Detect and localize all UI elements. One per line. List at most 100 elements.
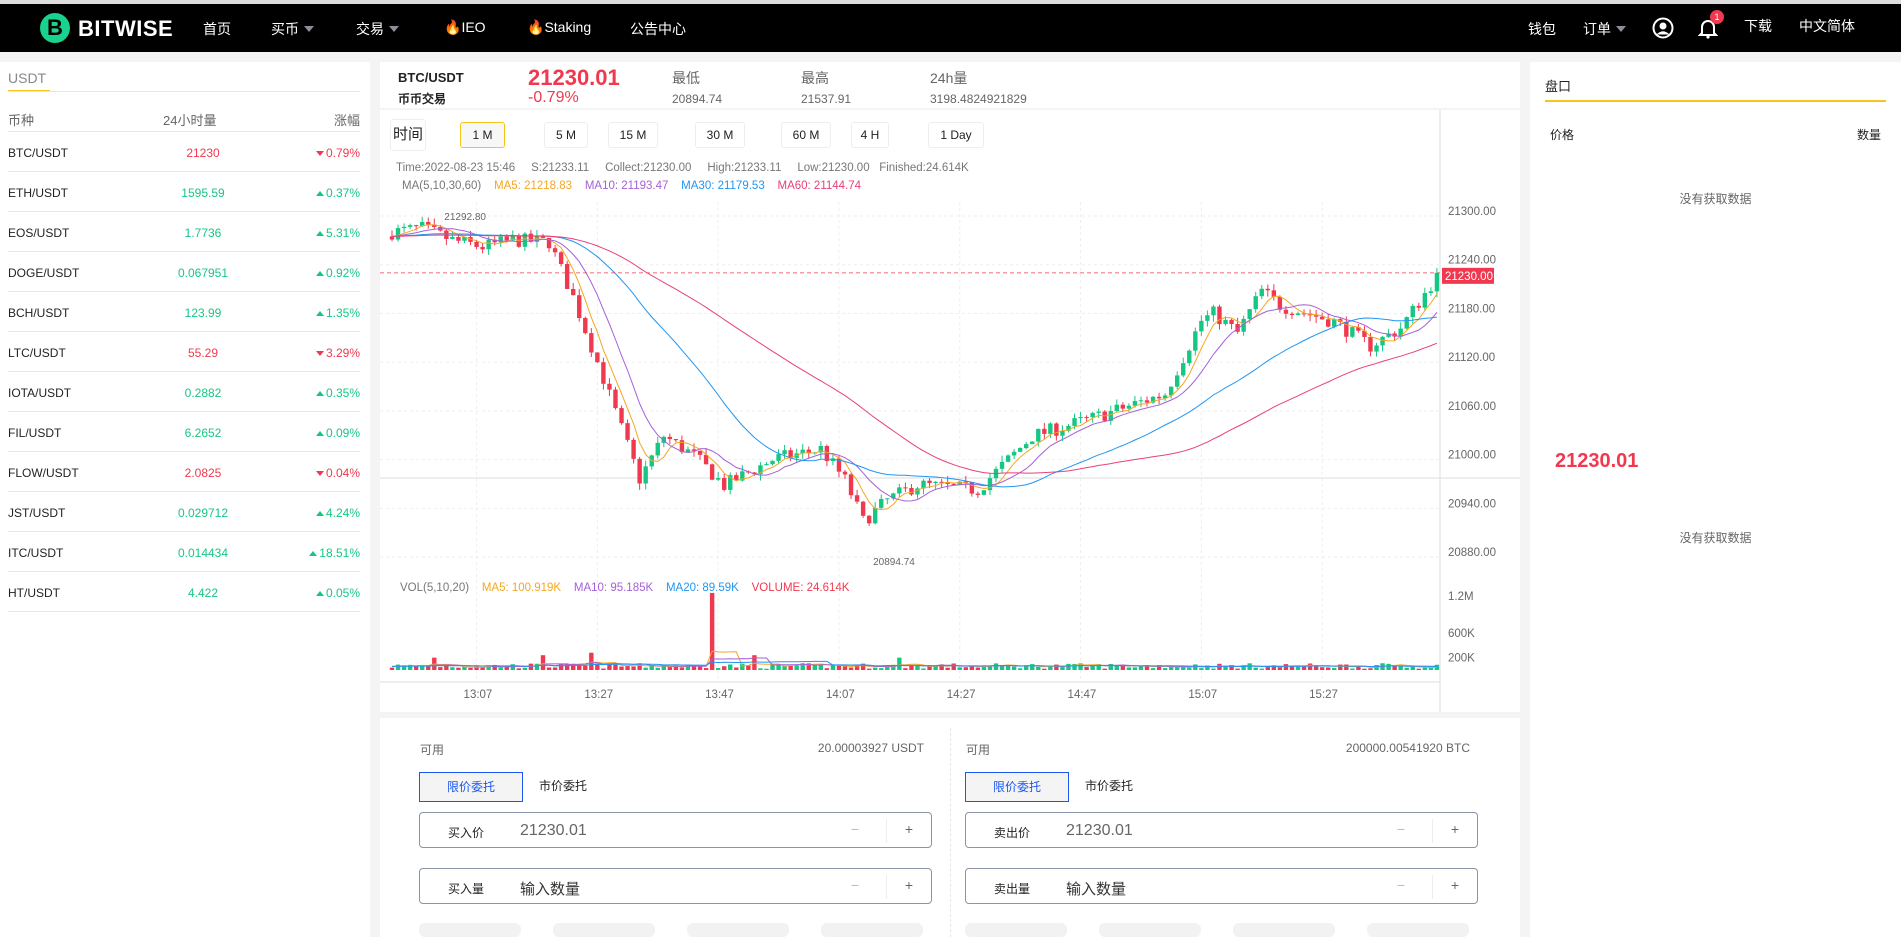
volume-bar (1024, 665, 1029, 670)
timeframe-5m[interactable]: 5 M (544, 122, 588, 148)
nav-announcements[interactable]: 公告中心 (630, 21, 686, 37)
percent-button[interactable] (965, 923, 1067, 937)
candle (1108, 410, 1113, 421)
ticker-pair: BTC/USDT (398, 70, 464, 85)
candle (1168, 386, 1174, 396)
volume-bar (571, 663, 576, 670)
market-row[interactable]: BTC/USDT 21230 0.79% (8, 132, 360, 172)
top-nav: B BITWISE 首页 买币 交易 🔥IEO 🔥Staking 公告中心 钱包… (0, 4, 1901, 52)
user-avatar-icon[interactable] (1652, 17, 1674, 42)
nav-orders[interactable]: 订单 (1583, 19, 1626, 39)
timeframe-60m[interactable]: 60 M (781, 122, 831, 148)
market-row[interactable]: DOGE/USDT 0.067951 0.92% (8, 252, 360, 292)
tab-usdt[interactable]: USDT (8, 70, 47, 86)
volume-bar (873, 667, 878, 670)
nav-ieo[interactable]: 🔥IEO (444, 19, 486, 36)
nav-wallet[interactable]: 钱包 (1528, 21, 1556, 37)
market-row[interactable]: ITC/USDT 0.014434 18.51% (8, 532, 360, 572)
timeframe-1m[interactable]: 1 M (460, 122, 505, 148)
volume-bar (776, 664, 781, 670)
percent-button[interactable] (821, 923, 923, 937)
timeframe-4h[interactable]: 4 H (851, 122, 889, 148)
orderbook-title[interactable]: 盘口 (1545, 79, 1572, 94)
market-row[interactable]: IOTA/USDT 0.2882 0.35% (8, 372, 360, 412)
market-row[interactable]: EOS/USDT 1.7736 5.31% (8, 212, 360, 252)
buy-market-order-tab[interactable]: 市价委托 (538, 779, 587, 793)
candle (504, 236, 509, 241)
timeframe-1day[interactable]: 1 Day (928, 122, 984, 148)
col-header-change: 涨幅 (333, 113, 360, 128)
nav-buy[interactable]: 买币 (271, 19, 314, 39)
nav-home[interactable]: 首页 (203, 21, 231, 37)
candle (1017, 448, 1023, 452)
decrement-button[interactable]: − (850, 821, 859, 837)
decrement-button[interactable]: − (850, 877, 859, 893)
ma60-line (391, 234, 1438, 475)
buy-qty-label: 买入量 (448, 882, 485, 896)
nav-staking[interactable]: 🔥Staking (527, 19, 591, 36)
sell-market-order-tab[interactable]: 市价委托 (1084, 779, 1133, 793)
candle (770, 460, 775, 465)
market-row[interactable]: LTC/USDT 55.29 3.29% (8, 332, 360, 372)
volume-bar (1181, 667, 1186, 670)
nav-download[interactable]: 下载 (1744, 18, 1772, 34)
market-row[interactable]: ETH/USDT 1595.59 0.37% (8, 172, 360, 212)
brand-name[interactable]: BITWISE (78, 16, 174, 41)
candle (1011, 451, 1017, 456)
logo-icon[interactable]: B (40, 13, 70, 43)
candle (480, 246, 485, 250)
market-row[interactable]: FIL/USDT 6.2652 0.09% (8, 412, 360, 452)
volume-bar (607, 663, 612, 670)
ma30-line (391, 233, 1437, 488)
increment-button[interactable]: + (904, 821, 913, 837)
nav-trade[interactable]: 交易 (356, 19, 399, 39)
volume-bar (812, 663, 817, 670)
candle (1386, 333, 1391, 337)
increment-button[interactable]: + (904, 877, 913, 893)
candle (1036, 428, 1041, 442)
volume-bar (546, 667, 552, 670)
percent-button[interactable] (1367, 923, 1469, 937)
sell-price-input[interactable] (1066, 822, 1266, 840)
time-tick-label: 14:07 (826, 689, 855, 701)
buy-limit-order-tab[interactable]: 限价委托 (419, 772, 523, 802)
percent-button[interactable] (1233, 923, 1335, 937)
sell-limit-order-tab[interactable]: 限价委托 (965, 772, 1069, 802)
vol-label: VOL(5,10,20) (400, 582, 470, 594)
volume-bar (486, 665, 491, 670)
language-selector[interactable]: 中文简体 (1799, 18, 1855, 34)
volume-bar (1265, 667, 1270, 670)
market-row[interactable]: JST/USDT 0.029712 4.24% (8, 492, 360, 532)
market-row[interactable]: BCH/USDT 123.99 1.35% (8, 292, 360, 332)
decrement-button[interactable]: − (1396, 877, 1405, 893)
candle (679, 440, 685, 453)
timeframe-15m[interactable]: 15 M (608, 122, 658, 148)
buy-price-input[interactable] (520, 822, 720, 840)
sell-qty-input[interactable]: 输入数量 (1066, 881, 1127, 898)
volume-bar (595, 663, 600, 670)
candle (558, 252, 564, 265)
tab-indicator (1545, 100, 1886, 102)
percent-button[interactable] (553, 923, 655, 937)
volume-bar (800, 663, 805, 670)
candle (1289, 313, 1295, 315)
buy-qty-input[interactable]: 输入数量 (520, 881, 581, 898)
candle (1144, 400, 1150, 403)
decrement-button[interactable]: − (1396, 821, 1405, 837)
candle (1434, 272, 1440, 292)
candle (969, 482, 975, 494)
increment-button[interactable]: + (1450, 877, 1459, 893)
volume-bar (1175, 666, 1180, 670)
price-tick-label: 20940.00 (1448, 498, 1496, 510)
candle (407, 225, 413, 227)
increment-button[interactable]: + (1450, 821, 1459, 837)
percent-button[interactable] (419, 923, 521, 937)
col-header-volume: 24小时量 (163, 113, 217, 128)
market-row[interactable]: HT/USDT 4.422 0.05% (8, 572, 360, 612)
notification-bell-icon[interactable]: 1 (1697, 10, 1724, 42)
percent-button[interactable] (687, 923, 789, 937)
candlestick-chart[interactable]: 21300.00 21240.00 21180.00 21120.00 21060.00… (380, 62, 1520, 712)
market-row[interactable]: FLOW/USDT 2.0825 0.04% (8, 452, 360, 492)
percent-button[interactable] (1099, 923, 1201, 937)
timeframe-30m[interactable]: 30 M (695, 122, 745, 148)
